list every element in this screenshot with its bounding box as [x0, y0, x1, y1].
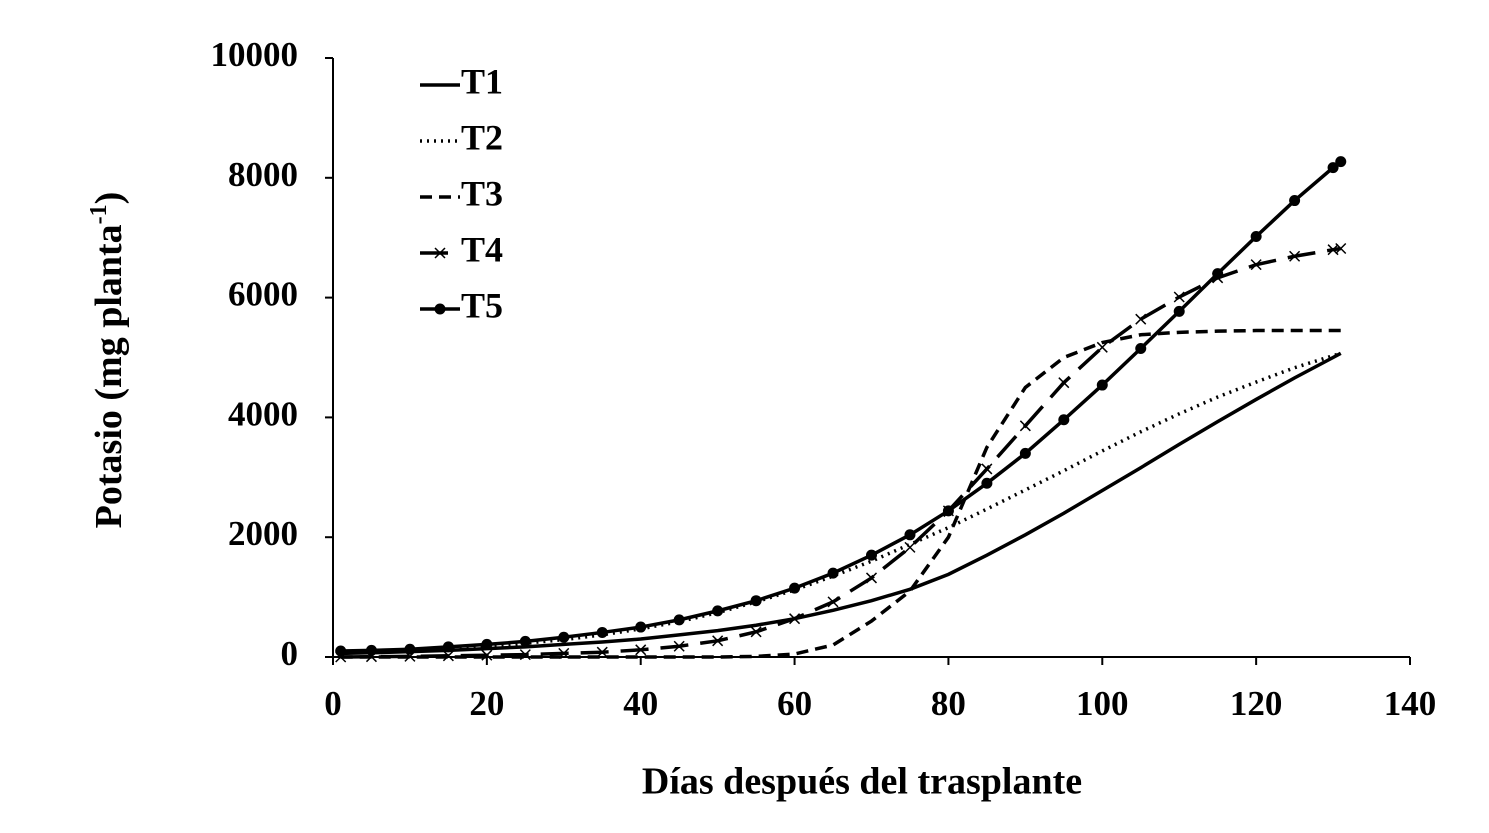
point [981, 463, 993, 475]
y-tick-label: 6000 [228, 275, 298, 314]
x-tick-label: 20 [469, 684, 504, 723]
point [1019, 447, 1031, 459]
x-tick-label: 140 [1384, 684, 1437, 723]
point [673, 614, 685, 626]
point [712, 605, 724, 617]
point [712, 635, 724, 647]
y-tick-label: 4000 [228, 394, 298, 433]
y-label-suffix: ) [88, 192, 130, 205]
point [1335, 156, 1347, 168]
y-tick-label: 8000 [228, 155, 298, 194]
point [789, 582, 801, 594]
legend-label: T3 [461, 173, 503, 213]
point [866, 549, 877, 561]
point [558, 631, 570, 643]
point [442, 641, 454, 653]
legend-label: T2 [461, 117, 503, 157]
point [827, 567, 839, 579]
x-tick-label: 0 [324, 684, 342, 723]
point [635, 621, 647, 633]
point [481, 638, 493, 650]
point [1250, 231, 1262, 243]
point [1096, 379, 1108, 391]
point [750, 626, 762, 638]
point [596, 646, 608, 658]
point [558, 647, 570, 659]
point [904, 529, 916, 541]
point [789, 613, 801, 625]
series-line [340, 351, 1342, 654]
y-label-text: Potasio (mg planta [88, 224, 130, 528]
y-tick-label: 2000 [228, 514, 298, 553]
point [1212, 268, 1224, 280]
x-tick-label: 40 [623, 684, 658, 723]
x-tick-label: 60 [777, 684, 812, 723]
point [442, 650, 454, 662]
point [1058, 414, 1070, 426]
point [519, 635, 531, 647]
series-line [340, 246, 1342, 659]
y-tick-label: 10000 [211, 35, 299, 74]
legend-label: T5 [461, 285, 503, 325]
point [750, 595, 762, 607]
legend-label: T4 [461, 229, 503, 269]
point [981, 477, 993, 489]
x-axis-label: Días después del trasplante [642, 761, 1082, 803]
legend-marker [434, 303, 446, 315]
point [673, 640, 685, 652]
point [519, 649, 531, 661]
point [1173, 291, 1185, 303]
series-line [340, 160, 1342, 653]
point [1289, 250, 1301, 262]
x-tick-label: 80 [931, 684, 966, 723]
point [1096, 341, 1108, 353]
legend-marker [434, 247, 446, 259]
point [596, 626, 608, 638]
point [1289, 195, 1301, 207]
point [865, 572, 878, 584]
y-label-sup: -1 [86, 204, 112, 224]
x-tick-label: 100 [1076, 684, 1129, 723]
series-line [340, 328, 1341, 659]
y-axis-label: Potasio (mg planta-1) [86, 192, 130, 529]
legend-label: T1 [461, 61, 503, 101]
point [1327, 162, 1339, 174]
point [365, 644, 377, 656]
y-tick-label: 0 [281, 634, 299, 673]
point [1135, 313, 1147, 325]
point [1019, 420, 1031, 432]
point [942, 505, 954, 517]
point [1135, 343, 1147, 355]
point [1173, 305, 1185, 317]
point [635, 644, 647, 656]
point [481, 649, 493, 661]
series-line [340, 351, 1342, 656]
point [1058, 377, 1070, 389]
point [904, 541, 916, 553]
x-tick-label: 120 [1230, 684, 1283, 723]
point [1335, 242, 1347, 255]
point [335, 645, 347, 657]
point [404, 643, 416, 655]
point [827, 596, 839, 608]
point [1250, 259, 1262, 271]
